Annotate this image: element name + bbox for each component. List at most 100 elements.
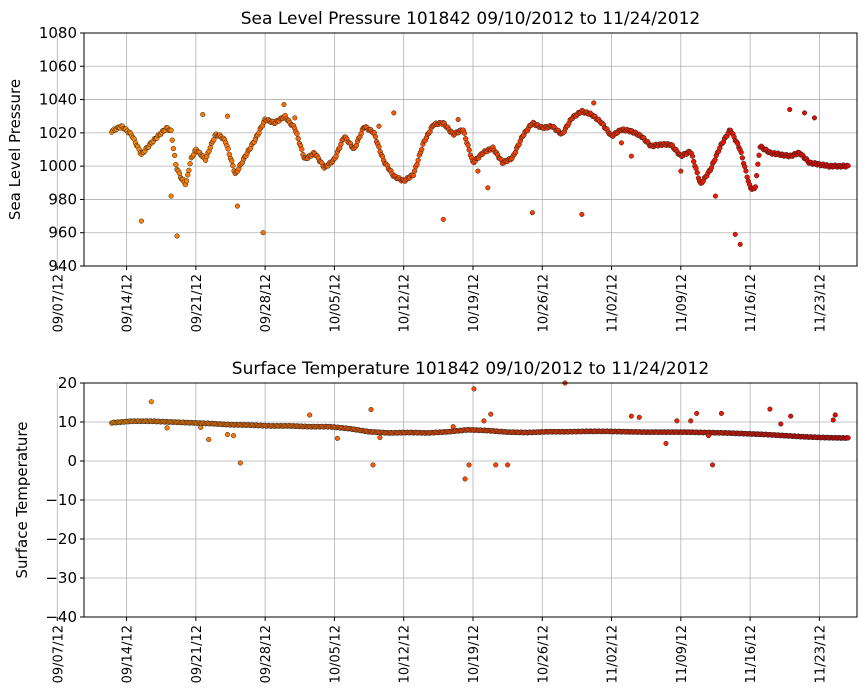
outlier-point bbox=[475, 168, 481, 174]
data-point bbox=[333, 153, 339, 159]
outlier-point bbox=[440, 216, 446, 222]
outlier-point bbox=[718, 410, 724, 416]
x-tick-label: 10/19/12 bbox=[467, 274, 482, 332]
data-point bbox=[295, 135, 301, 142]
outlier-point bbox=[368, 406, 374, 413]
outlier-point bbox=[732, 231, 738, 237]
outlier-point bbox=[505, 462, 511, 468]
y-tick-label: 960 bbox=[48, 224, 77, 242]
data-point bbox=[207, 145, 213, 151]
y-tick-label: 980 bbox=[48, 190, 77, 208]
outlier-point bbox=[462, 476, 468, 482]
data-point bbox=[738, 149, 744, 156]
outlier-point bbox=[377, 435, 383, 441]
data-point bbox=[752, 184, 759, 190]
data-point bbox=[176, 170, 183, 176]
y-tick-label: −20 bbox=[45, 530, 77, 548]
data-point bbox=[230, 162, 236, 169]
outlier-point bbox=[737, 241, 743, 247]
outlier-point bbox=[618, 140, 624, 146]
outlier-point bbox=[493, 462, 499, 468]
x-tick-label: 10/12/12 bbox=[398, 274, 413, 332]
x-tick-label: 09/14/12 bbox=[121, 625, 136, 683]
outlier-point bbox=[832, 412, 838, 418]
outlier-point bbox=[376, 123, 382, 129]
data-point bbox=[691, 158, 697, 165]
y-axis-label: Sea Level Pressure bbox=[6, 79, 24, 220]
x-tick-label: 10/19/12 bbox=[467, 625, 482, 683]
outlier-point bbox=[529, 210, 535, 216]
x-tick-label: 11/09/12 bbox=[675, 274, 690, 332]
data-point bbox=[753, 173, 760, 179]
data-point bbox=[466, 147, 472, 153]
x-tick-label: 11/23/12 bbox=[813, 274, 828, 332]
outlier-point bbox=[787, 107, 793, 113]
data-point bbox=[739, 155, 746, 161]
outlier-point bbox=[471, 386, 477, 392]
grid-lines bbox=[56, 382, 857, 618]
y-tick-label: 1020 bbox=[39, 124, 77, 142]
outlier-point bbox=[138, 218, 144, 224]
outlier-point bbox=[164, 425, 170, 431]
data-point bbox=[168, 127, 174, 133]
outlier-point bbox=[830, 417, 836, 423]
x-tick-label: 09/14/12 bbox=[121, 274, 136, 332]
data-point bbox=[229, 158, 235, 164]
data-point bbox=[225, 146, 231, 152]
data-point bbox=[211, 137, 217, 143]
x-tick-label: 09/07/12 bbox=[51, 274, 66, 332]
y-tick-label: 0 bbox=[67, 452, 77, 470]
data-point bbox=[743, 168, 749, 174]
outlier-point bbox=[168, 193, 174, 199]
x-tick-label: 10/26/12 bbox=[536, 625, 551, 683]
outlier-point bbox=[334, 435, 340, 441]
outlier-point bbox=[198, 424, 204, 431]
plot-frame bbox=[83, 32, 858, 267]
data-point bbox=[170, 145, 177, 152]
outlier-point bbox=[488, 411, 494, 417]
x-tick-label: 09/21/12 bbox=[190, 625, 205, 683]
outlier-point bbox=[307, 412, 313, 418]
x-tick-label: 09/28/12 bbox=[259, 274, 274, 332]
outlier-point bbox=[224, 113, 231, 119]
y-tick-label: 1040 bbox=[39, 91, 77, 109]
x-tick-label: 09/21/12 bbox=[190, 274, 205, 332]
outlier-point bbox=[450, 424, 456, 430]
outlier-point bbox=[148, 399, 154, 405]
data-point bbox=[410, 172, 417, 179]
outlier-point bbox=[370, 462, 376, 468]
y-tick-label: −30 bbox=[45, 569, 77, 587]
outlier-point bbox=[174, 233, 180, 239]
outlier-point bbox=[628, 153, 634, 159]
data-point bbox=[172, 152, 178, 159]
data-point bbox=[465, 142, 471, 148]
outlier-point bbox=[678, 168, 684, 174]
outlier-point bbox=[281, 102, 287, 108]
y-tick-label: −40 bbox=[45, 608, 77, 626]
outlier-point bbox=[237, 460, 243, 466]
data-point bbox=[689, 153, 696, 159]
outlier-point bbox=[628, 413, 634, 419]
outlier-point bbox=[705, 433, 712, 439]
data-point bbox=[694, 170, 700, 176]
y-axis: −40 −30 −20 −10 0 10 20 bbox=[45, 374, 84, 626]
outlier-point bbox=[636, 414, 642, 420]
data-point bbox=[742, 163, 748, 170]
outlier-point bbox=[788, 413, 794, 419]
outlier-point bbox=[694, 410, 700, 416]
data-point bbox=[294, 131, 300, 137]
y-axis: 940 960 980 1000 1020 1040 1060 1080 bbox=[39, 24, 84, 275]
data-points bbox=[109, 100, 851, 247]
x-tick-label: 10/05/12 bbox=[328, 625, 343, 683]
chart-title: Surface Temperature 101842 09/10/2012 to… bbox=[232, 359, 709, 379]
outlier-point bbox=[591, 100, 597, 106]
outlier-point bbox=[709, 462, 716, 468]
surface-temperature-chart: Surface Temperature 101842 09/10/2012 to… bbox=[13, 359, 858, 683]
data-points bbox=[109, 380, 851, 482]
chart-title: Sea Level Pressure 101842 09/10/2012 to … bbox=[241, 9, 700, 29]
data-point bbox=[845, 435, 851, 441]
y-tick-label: 20 bbox=[58, 374, 77, 392]
data-point bbox=[185, 172, 191, 178]
y-tick-label: 1000 bbox=[39, 157, 77, 175]
